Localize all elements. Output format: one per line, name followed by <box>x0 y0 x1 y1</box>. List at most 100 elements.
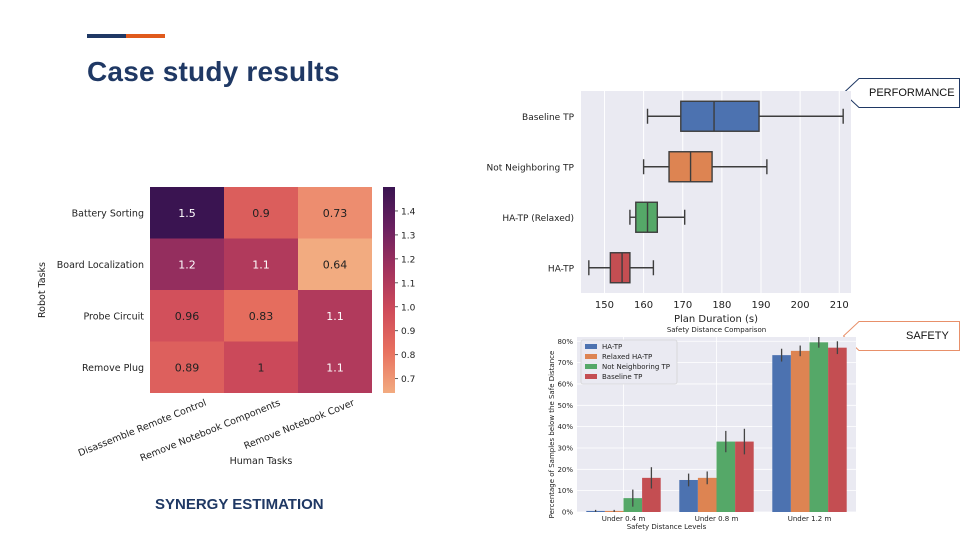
bar <box>828 347 847 512</box>
colorbar-tick-label: 1.2 <box>401 255 415 265</box>
heatmap-cell <box>150 341 224 393</box>
bar <box>697 477 717 512</box>
heatmap-col-label: Disassemble Remote Control <box>77 398 208 460</box>
colorbar-tick-label: 1.1 <box>401 279 415 289</box>
performance-tag-label: PERFORMANCE <box>869 87 955 99</box>
safety-tag: SAFETY <box>843 321 960 351</box>
bar-legend-label: Relaxed HA-TP <box>602 353 652 361</box>
boxplot-box <box>635 201 659 233</box>
colorbar-tick-label: 1.3 <box>401 231 415 241</box>
heatmap-cell-label: 0.73 <box>323 207 348 220</box>
bar-legend-swatch <box>585 364 597 369</box>
bar <box>716 441 736 512</box>
boxplot-category-label: Not Neighboring TP <box>487 163 575 173</box>
heatmap-cell-label: 0.96 <box>175 310 200 323</box>
colorbar-tick-label: 0.8 <box>401 351 416 361</box>
safety-tag-label: SAFETY <box>906 330 949 342</box>
bar-category-label: Under 0.8 m <box>695 515 739 523</box>
boxplot-x-tick-label: 160 <box>634 300 653 311</box>
bar-y-tick-label: 60% <box>557 380 573 388</box>
heatmap-cell <box>298 238 372 290</box>
boxplot-series: HA-TP (Relaxed) <box>502 201 686 233</box>
bar <box>809 342 829 512</box>
heatmap-cell <box>150 187 224 239</box>
bar-category-label: Under 0.4 m <box>602 515 646 523</box>
bar-y-tick-label: 10% <box>557 487 573 495</box>
heatmap-cell <box>150 290 224 342</box>
bar-y-tick-label: 30% <box>557 444 573 452</box>
bar-y-tick-label: 0% <box>562 509 573 517</box>
colorbar <box>383 187 395 393</box>
boxplot-x-tick-label: 180 <box>712 300 731 311</box>
synergy-caption: SYNERGY ESTIMATION <box>155 496 324 513</box>
bar-legend: HA-TP Relaxed HA-TP Not Neighboring TP Base… <box>580 339 678 385</box>
performance-tag: PERFORMANCE <box>843 78 960 108</box>
safety-bar-chart: 0% 10% 20% 30% 40% 50% 60% 70% 80% Under 0.4 m Und… <box>548 326 856 531</box>
bar-y-tick-label: 20% <box>557 466 573 474</box>
slide-title: Case study results <box>87 56 340 87</box>
heatmap-cell-label: 0.89 <box>175 361 200 374</box>
bar <box>642 477 661 512</box>
boxplot-x-tick-label: 170 <box>673 300 692 311</box>
boxplot-box <box>609 252 631 284</box>
boxplot-x-tick-label: 210 <box>830 300 849 311</box>
heatmap-cell <box>150 238 224 290</box>
heatmap-y-axis-title: Robot Tasks <box>37 262 48 318</box>
colorbar-tick-label: 1.4 <box>401 207 416 217</box>
heatmap-cell <box>224 341 298 393</box>
bar-category-label: Under 1.2 m <box>788 515 832 523</box>
heatmap-cell-label: 1.2 <box>178 258 196 271</box>
heatmap-cell-label: 0.64 <box>323 258 348 271</box>
heatmap-cell-label: 0.83 <box>249 310 274 323</box>
heatmap-row-label: Remove Plug <box>82 363 144 374</box>
colorbar-tick-label: 0.7 <box>401 375 415 385</box>
bar-legend-swatch <box>585 344 597 349</box>
bar-legend-box <box>580 339 678 385</box>
boxplot-x-tick-label: 200 <box>791 300 810 311</box>
bar-legend-label: Baseline TP <box>602 373 642 381</box>
heatmap-cell-label: 1 <box>258 361 265 374</box>
title-accent-bar-orange <box>126 34 165 38</box>
bar-chart-title: Safety Distance Comparison <box>667 326 766 334</box>
heatmap-cell <box>224 238 298 290</box>
heatmap-cell-label: 0.9 <box>252 207 270 220</box>
bar <box>735 441 754 512</box>
synergy-heatmap: 1.5 0.9 0.73 1.2 1.1 0.64 0.96 0.83 1.1 0.89 1 1.1 B… <box>37 187 416 467</box>
bar-y-tick-label: 40% <box>557 423 573 431</box>
boxplot-x-axis-title: Plan Duration (s) <box>674 314 758 325</box>
heatmap-cell <box>298 290 372 342</box>
bar-legend-label: Not Neighboring TP <box>602 363 670 371</box>
heatmap-row-label: Battery Sorting <box>72 208 144 219</box>
bar <box>790 350 810 512</box>
boxplot-series: Baseline TP <box>522 100 844 132</box>
bar <box>772 355 791 512</box>
colorbar-tick-label: 0.9 <box>401 327 416 337</box>
title-accent-bar-blue <box>87 34 126 38</box>
bar-y-tick-label: 50% <box>557 402 573 410</box>
heatmap-cell-label: 1.5 <box>178 207 196 220</box>
heatmap-cell <box>298 187 372 239</box>
boxplot-series: HA-TP <box>548 252 655 284</box>
boxplot-category-label: HA-TP <box>548 264 575 274</box>
boxplot-x-tick-label: 190 <box>751 300 770 311</box>
bar <box>679 479 698 512</box>
boxplot-box <box>680 100 760 132</box>
heatmap-cell <box>298 341 372 393</box>
boxplot-category-label: Baseline TP <box>522 113 575 123</box>
heatmap-row-label: Board Localization <box>57 260 144 271</box>
bar-legend-swatch <box>585 374 597 379</box>
heatmap-cell-label: 1.1 <box>326 310 344 323</box>
heatmap-cell-label: 1.1 <box>252 258 270 271</box>
heatmap-cell <box>224 290 298 342</box>
bar-legend-label: HA-TP <box>602 343 622 351</box>
heatmap-row-label: Probe Circuit <box>83 311 144 322</box>
bar-legend-swatch <box>585 354 597 359</box>
bar-y-axis-title: Percentage of Samples below the Safe Dis… <box>548 351 556 519</box>
boxplot-category-label: HA-TP (Relaxed) <box>502 214 574 224</box>
heatmap-x-axis-title: Human Tasks <box>230 456 293 467</box>
plan-duration-boxplot: 150 160 170 180 190 200 210 Baseline TP Not Neig… <box>487 91 851 325</box>
bar-x-axis-title: Safety Distance Levels <box>627 523 707 531</box>
boxplot-x-tick-label: 150 <box>595 300 614 311</box>
colorbar-tick-label: 1.0 <box>401 303 416 313</box>
